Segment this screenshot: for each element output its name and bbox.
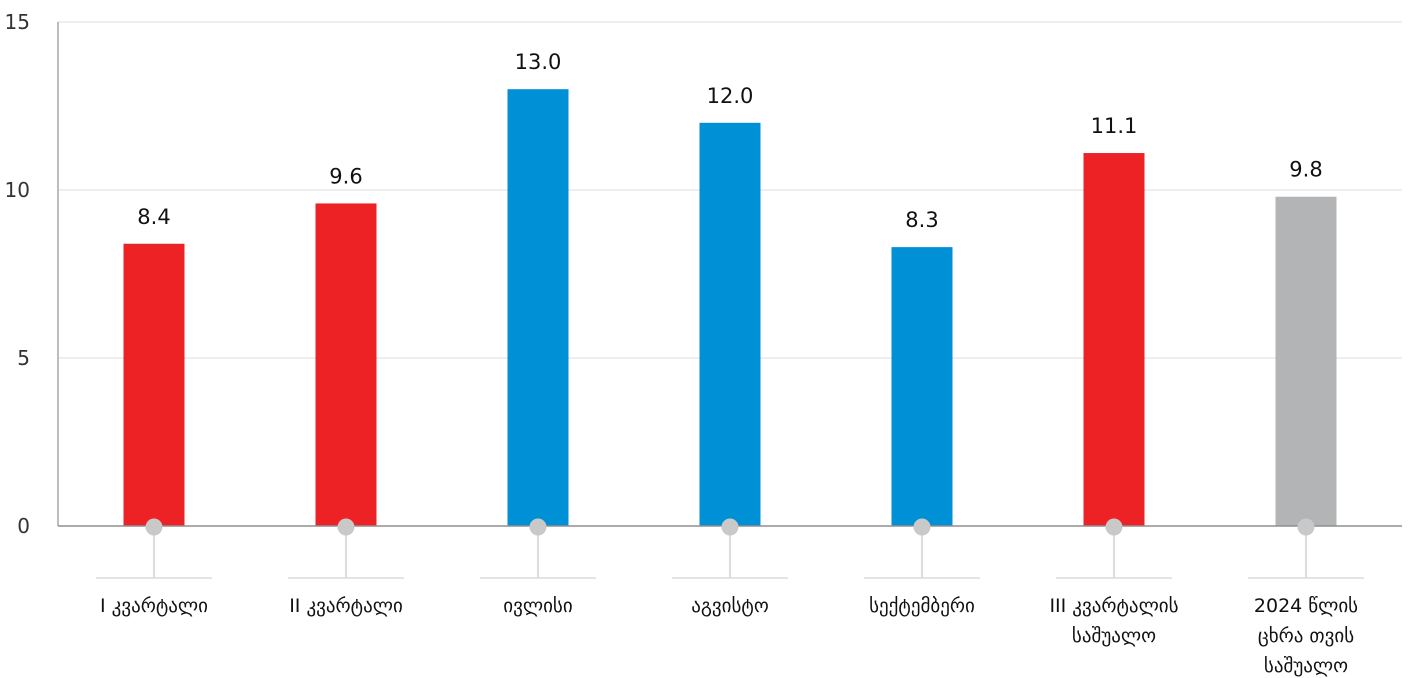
y-axis-ticks: 0 5 10 15: [5, 10, 30, 538]
bar: [699, 122, 761, 527]
category-label: ივლისი: [503, 595, 572, 617]
bar: [891, 247, 953, 526]
data-label: 13.0: [515, 50, 562, 74]
category-label: I კვარტალი: [100, 595, 208, 617]
category-label-line: სექტემბერი: [869, 595, 975, 617]
data-label: 9.8: [1289, 158, 1322, 182]
bars: [123, 89, 1337, 527]
bar: [1275, 196, 1337, 526]
category-marker-dot: [145, 518, 163, 536]
y-tick-label: 0: [17, 514, 30, 538]
category-marker-dot: [337, 518, 355, 536]
category-marker-dot: [913, 518, 931, 536]
value-labels: 8.4 9.6 13.0 12.0 8.3 11.1 9.8: [137, 50, 1322, 232]
category-label-line: 2024 წლის: [1254, 595, 1358, 617]
category-label-line: ივლისი: [503, 595, 572, 617]
category-label-line: II კვარტალი: [289, 595, 403, 617]
bar: [507, 89, 569, 526]
category-label: III კვარტალის საშუალო: [1049, 595, 1178, 647]
bar: [1083, 153, 1145, 527]
category-label: II კვარტალი: [289, 595, 403, 617]
bar: [315, 203, 377, 526]
data-label: 8.3: [905, 208, 938, 232]
data-label: 8.4: [137, 205, 170, 229]
category-label-line: I კვარტალი: [100, 595, 208, 617]
category-markers: [96, 518, 1364, 579]
category-label: სექტემბერი: [869, 595, 975, 617]
y-tick-label: 5: [17, 346, 30, 370]
category-label-line: საშუალო: [1264, 655, 1348, 677]
category-marker-dot: [1297, 518, 1315, 536]
y-tick-label: 15: [5, 10, 30, 34]
category-label-line: III კვარტალის: [1049, 595, 1178, 617]
category-label: აგვისტო: [691, 595, 769, 617]
category-label-line: აგვისტო: [691, 595, 769, 617]
category-marker-dot: [721, 518, 739, 536]
category-label-line: საშუალო: [1072, 625, 1156, 647]
bar: [123, 243, 185, 526]
category-marker-dot: [1105, 518, 1123, 536]
data-label: 12.0: [707, 84, 754, 108]
y-tick-label: 10: [5, 178, 30, 202]
category-labels: I კვარტალი II კვარტალი ივლისი აგვისტო სექტემ…: [100, 595, 1358, 677]
category-marker-dot: [529, 518, 547, 536]
data-label: 11.1: [1091, 114, 1138, 138]
data-label: 9.6: [329, 164, 362, 188]
category-label-line: ცხრა თვის: [1258, 625, 1354, 647]
category-label: 2024 წლის ცხრა თვის საშუალო: [1254, 595, 1358, 677]
